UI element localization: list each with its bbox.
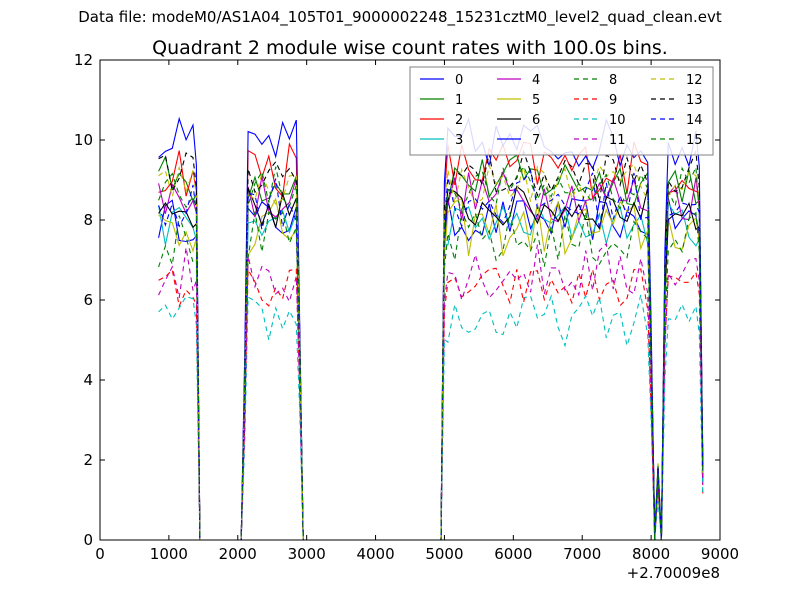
series-line-4: [158, 170, 704, 541]
series-line-0: [158, 197, 704, 541]
series-line-3: [158, 201, 704, 541]
x-offset-label: +2.70009e8: [627, 564, 720, 582]
x-tick-label: 6000: [494, 545, 532, 563]
series-line-14: [158, 169, 704, 541]
y-tick-label: 10: [74, 131, 93, 149]
series-line-11: [158, 242, 704, 541]
x-tick-label: 5000: [425, 545, 463, 563]
y-tick-label: 2: [83, 451, 93, 469]
y-tick-label: 0: [83, 531, 93, 549]
legend-label-8: 8: [609, 73, 617, 88]
y-tick-label: 4: [83, 371, 93, 389]
legend-box: [409, 66, 714, 156]
series-line-2: [158, 141, 704, 541]
x-tick-label: 9000: [701, 545, 739, 563]
data-file-suptitle: Data file: modeM0/AS1A04_105T01_90000022…: [78, 8, 722, 26]
x-tick-label: 2000: [219, 545, 257, 563]
legend-label-5: 5: [532, 93, 540, 108]
y-tick-label: 8: [83, 211, 93, 229]
series-layer: [158, 116, 704, 541]
series-line-12: [158, 163, 704, 541]
chart-title: Quadrant 2 module wise count rates with …: [152, 37, 668, 59]
legend-label-6: 6: [532, 113, 540, 128]
legend-label-0: 0: [455, 73, 463, 88]
legend-label-1: 1: [455, 93, 463, 108]
legend-label-15: 15: [686, 133, 703, 148]
legend-label-4: 4: [532, 73, 540, 88]
x-tick-label: 7000: [563, 545, 601, 563]
legend-label-12: 12: [686, 73, 703, 88]
series-line-10: [158, 294, 704, 541]
x-tick-label: 1000: [150, 545, 188, 563]
legend-label-11: 11: [609, 133, 626, 148]
legend-label-7: 7: [532, 133, 540, 148]
legend-label-2: 2: [455, 113, 463, 128]
x-tick-label: 0: [95, 545, 105, 563]
legend-label-10: 10: [609, 113, 626, 128]
legend-label-9: 9: [609, 93, 617, 108]
series-line-6: [158, 185, 704, 541]
x-tick-label: 8000: [632, 545, 670, 563]
axes-layer: 0 1000 2000 3000 4000 5000 6000 7000 8000 9000 0 2 4…: [74, 51, 739, 582]
series-line-5: [158, 197, 704, 541]
legend-label-3: 3: [455, 133, 463, 148]
x-tick-label: 4000: [356, 545, 394, 563]
series-line-15: [158, 165, 704, 541]
legend-label-13: 13: [686, 93, 703, 108]
x-tick-label: 3000: [288, 545, 326, 563]
series-line-9: [158, 267, 704, 541]
y-tick-label: 6: [83, 291, 93, 309]
legend-label-14: 14: [686, 113, 703, 128]
y-tick-label: 12: [74, 51, 93, 69]
